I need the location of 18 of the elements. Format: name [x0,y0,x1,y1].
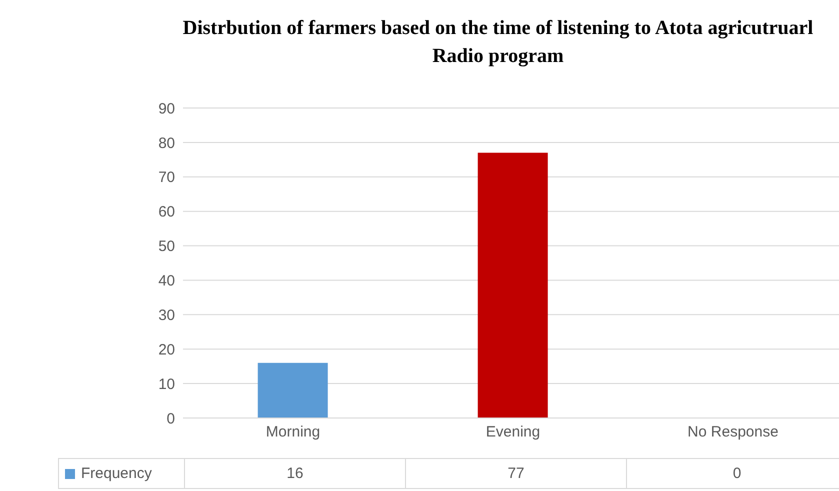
y-tick-label: 30 [158,306,175,324]
x-tick-label: Evening [486,424,540,441]
chart-title: Distrbution of farmers based on the time of listening to Atota agricutruarl Radio program [182,16,814,69]
y-tick-label: 90 [158,100,175,118]
x-tick-label: No Response [688,424,778,441]
data-label: 16 [184,459,405,489]
y-tick-label: 0 [166,410,175,428]
y-tick-label: 60 [158,204,175,221]
y-tick-label: 20 [158,341,175,358]
y-tick-label: 40 [158,272,175,290]
data-label: 0 [626,459,839,489]
legend-label: Frequency [58,459,184,489]
y-tick-label: 10 [158,376,175,393]
y-tick-label: 50 [158,238,175,256]
x-tick-label: Morning [266,424,320,441]
y-tick-label: 70 [158,169,175,186]
data-label: 77 [405,459,626,489]
y-tick-label: 80 [158,134,175,152]
